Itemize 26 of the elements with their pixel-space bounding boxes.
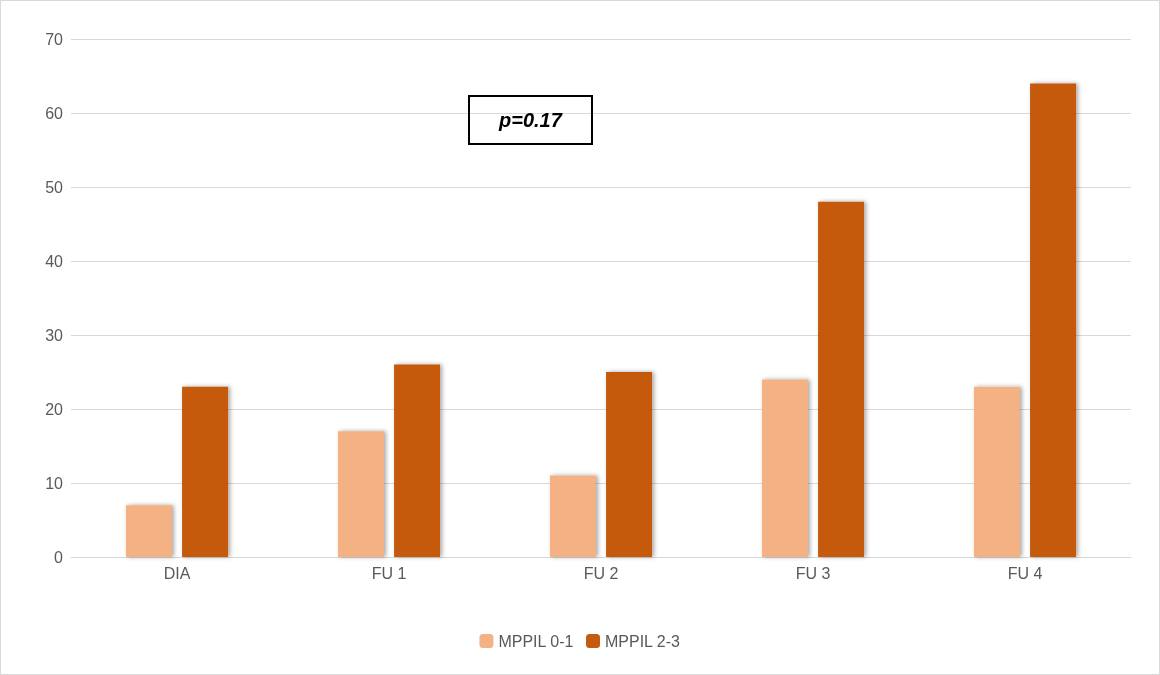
y-tick-label: 20 (45, 400, 64, 418)
y-tick-label: 70 (45, 30, 64, 48)
y-tick-label: 30 (45, 326, 64, 344)
bar (1030, 83, 1077, 557)
y-tick-label: 60 (45, 104, 64, 122)
x-tick-label: FU 2 (583, 564, 619, 582)
bar (549, 475, 596, 557)
annotation: p=0.17 (498, 109, 563, 131)
y-tick-label: 10 (45, 474, 64, 492)
bar (973, 386, 1020, 557)
x-tick-label: FU 3 (795, 564, 831, 582)
bar (182, 386, 229, 557)
bar (606, 372, 653, 557)
bar (818, 201, 865, 557)
legend-label: MPPIL 0-1 (498, 632, 574, 650)
bar (394, 364, 441, 557)
x-tick-label: DIA (163, 564, 191, 582)
x-tick-label: FU 4 (1007, 564, 1043, 582)
y-tick-label: 40 (45, 252, 64, 270)
y-tick-label: 50 (45, 178, 64, 196)
legend-label: MPPIL 2-3 (605, 632, 681, 650)
bar (761, 379, 808, 557)
bar (337, 431, 384, 557)
x-tick-label: FU 1 (371, 564, 407, 582)
y-tick-label: 0 (54, 548, 64, 566)
bar (125, 505, 172, 557)
